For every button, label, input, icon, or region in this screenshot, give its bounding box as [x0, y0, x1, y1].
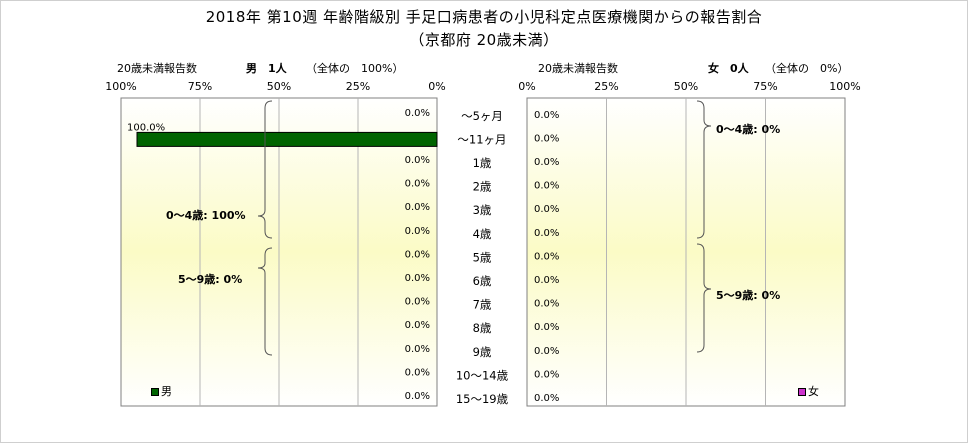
male-data-label: 0.0%	[405, 155, 430, 166]
female-tick-label: 50%	[674, 80, 698, 93]
category-label: ～5ヶ月	[461, 109, 503, 123]
male-caption: 20歳未満報告数	[117, 62, 197, 75]
female-data-label: 0.0%	[534, 110, 559, 121]
male-tick-label: 25%	[346, 80, 370, 93]
female-share: （全体の 0%）	[765, 62, 849, 75]
category-label: 4歳	[473, 227, 492, 241]
male-data-label: 0.0%	[405, 202, 430, 213]
female-legend-swatch	[798, 388, 806, 396]
male-tick-label: 0%	[428, 80, 445, 93]
female-tick-label: 75%	[753, 80, 777, 93]
male-data-label: 100.0%	[127, 122, 165, 133]
male-data-label: 0.0%	[405, 108, 430, 119]
male-legend-swatch	[151, 388, 159, 396]
male-legend: 男	[151, 383, 172, 399]
male-tick-label: 100%	[105, 80, 136, 93]
category-label: 9歳	[473, 345, 492, 359]
female-tick-label: 25%	[594, 80, 618, 93]
category-label: 6歳	[473, 274, 492, 288]
category-label: ～11ヶ月	[457, 132, 506, 146]
male-data-label: 0.0%	[405, 297, 430, 308]
male-legend-label: 男	[161, 385, 172, 398]
category-label: 1歳	[473, 156, 492, 170]
male-data-label: 0.0%	[405, 226, 430, 237]
male-data-label: 0.0%	[405, 391, 430, 402]
male-group-label-0-4: 0～4歳: 100%	[166, 209, 246, 222]
chart-title: 2018年 第10週 年齢階級別 手足口病患者の小児科定点医療機関からの報告割合	[205, 8, 763, 26]
male-data-label: 0.0%	[405, 179, 430, 190]
female-data-label: 0.0%	[534, 275, 559, 286]
male-share: （全体の 100%）	[306, 62, 404, 75]
female-data-label: 0.0%	[534, 369, 559, 380]
female-caption: 20歳未満報告数	[538, 62, 618, 75]
female-data-label: 0.0%	[534, 204, 559, 215]
male-data-label: 0.0%	[405, 273, 430, 284]
female-brace-5-9	[696, 243, 712, 353]
male-brace-0-4	[257, 100, 273, 239]
female-data-label: 0.0%	[534, 322, 559, 333]
female-data-label: 0.0%	[534, 228, 559, 239]
female-data-label: 0.0%	[534, 346, 559, 357]
female-data-label: 0.0%	[534, 251, 559, 262]
category-label: 3歳	[473, 203, 492, 217]
chart-subtitle: （京都府 20歳未満）	[409, 31, 559, 49]
category-label: 2歳	[473, 180, 492, 194]
female-tick-label: 100%	[829, 80, 860, 93]
female-count: 女 0人	[708, 62, 749, 75]
female-data-label: 0.0%	[534, 181, 559, 192]
female-legend-label: 女	[808, 385, 819, 398]
female-tick-label: 0%	[518, 80, 535, 93]
male-brace-5-9	[257, 247, 273, 356]
female-brace-0-4	[696, 100, 712, 239]
male-count: 男 1人	[246, 62, 287, 75]
category-label: 7歳	[473, 298, 492, 312]
female-data-label: 0.0%	[534, 157, 559, 168]
category-label: 8歳	[473, 321, 492, 335]
male-data-label: 0.0%	[405, 344, 430, 355]
category-label: 15～19歳	[456, 392, 509, 406]
female-data-label: 0.0%	[534, 299, 559, 310]
female-group-label-5-9: 5～9歳: 0%	[716, 289, 781, 302]
male-bar	[136, 131, 438, 147]
female-data-label: 0.0%	[534, 393, 559, 404]
female-data-label: 0.0%	[534, 133, 559, 144]
male-tick-label: 75%	[188, 80, 212, 93]
female-legend: 女	[798, 383, 819, 399]
male-data-label: 0.0%	[405, 249, 430, 260]
male-tick-label: 50%	[267, 80, 291, 93]
category-label: 10～14歳	[456, 368, 509, 382]
category-label: 5歳	[473, 250, 492, 264]
male-data-label: 0.0%	[405, 367, 430, 378]
male-group-label-5-9: 5～9歳: 0%	[178, 273, 243, 286]
male-data-label: 0.0%	[405, 320, 430, 331]
female-group-label-0-4: 0～4歳: 0%	[716, 123, 781, 136]
